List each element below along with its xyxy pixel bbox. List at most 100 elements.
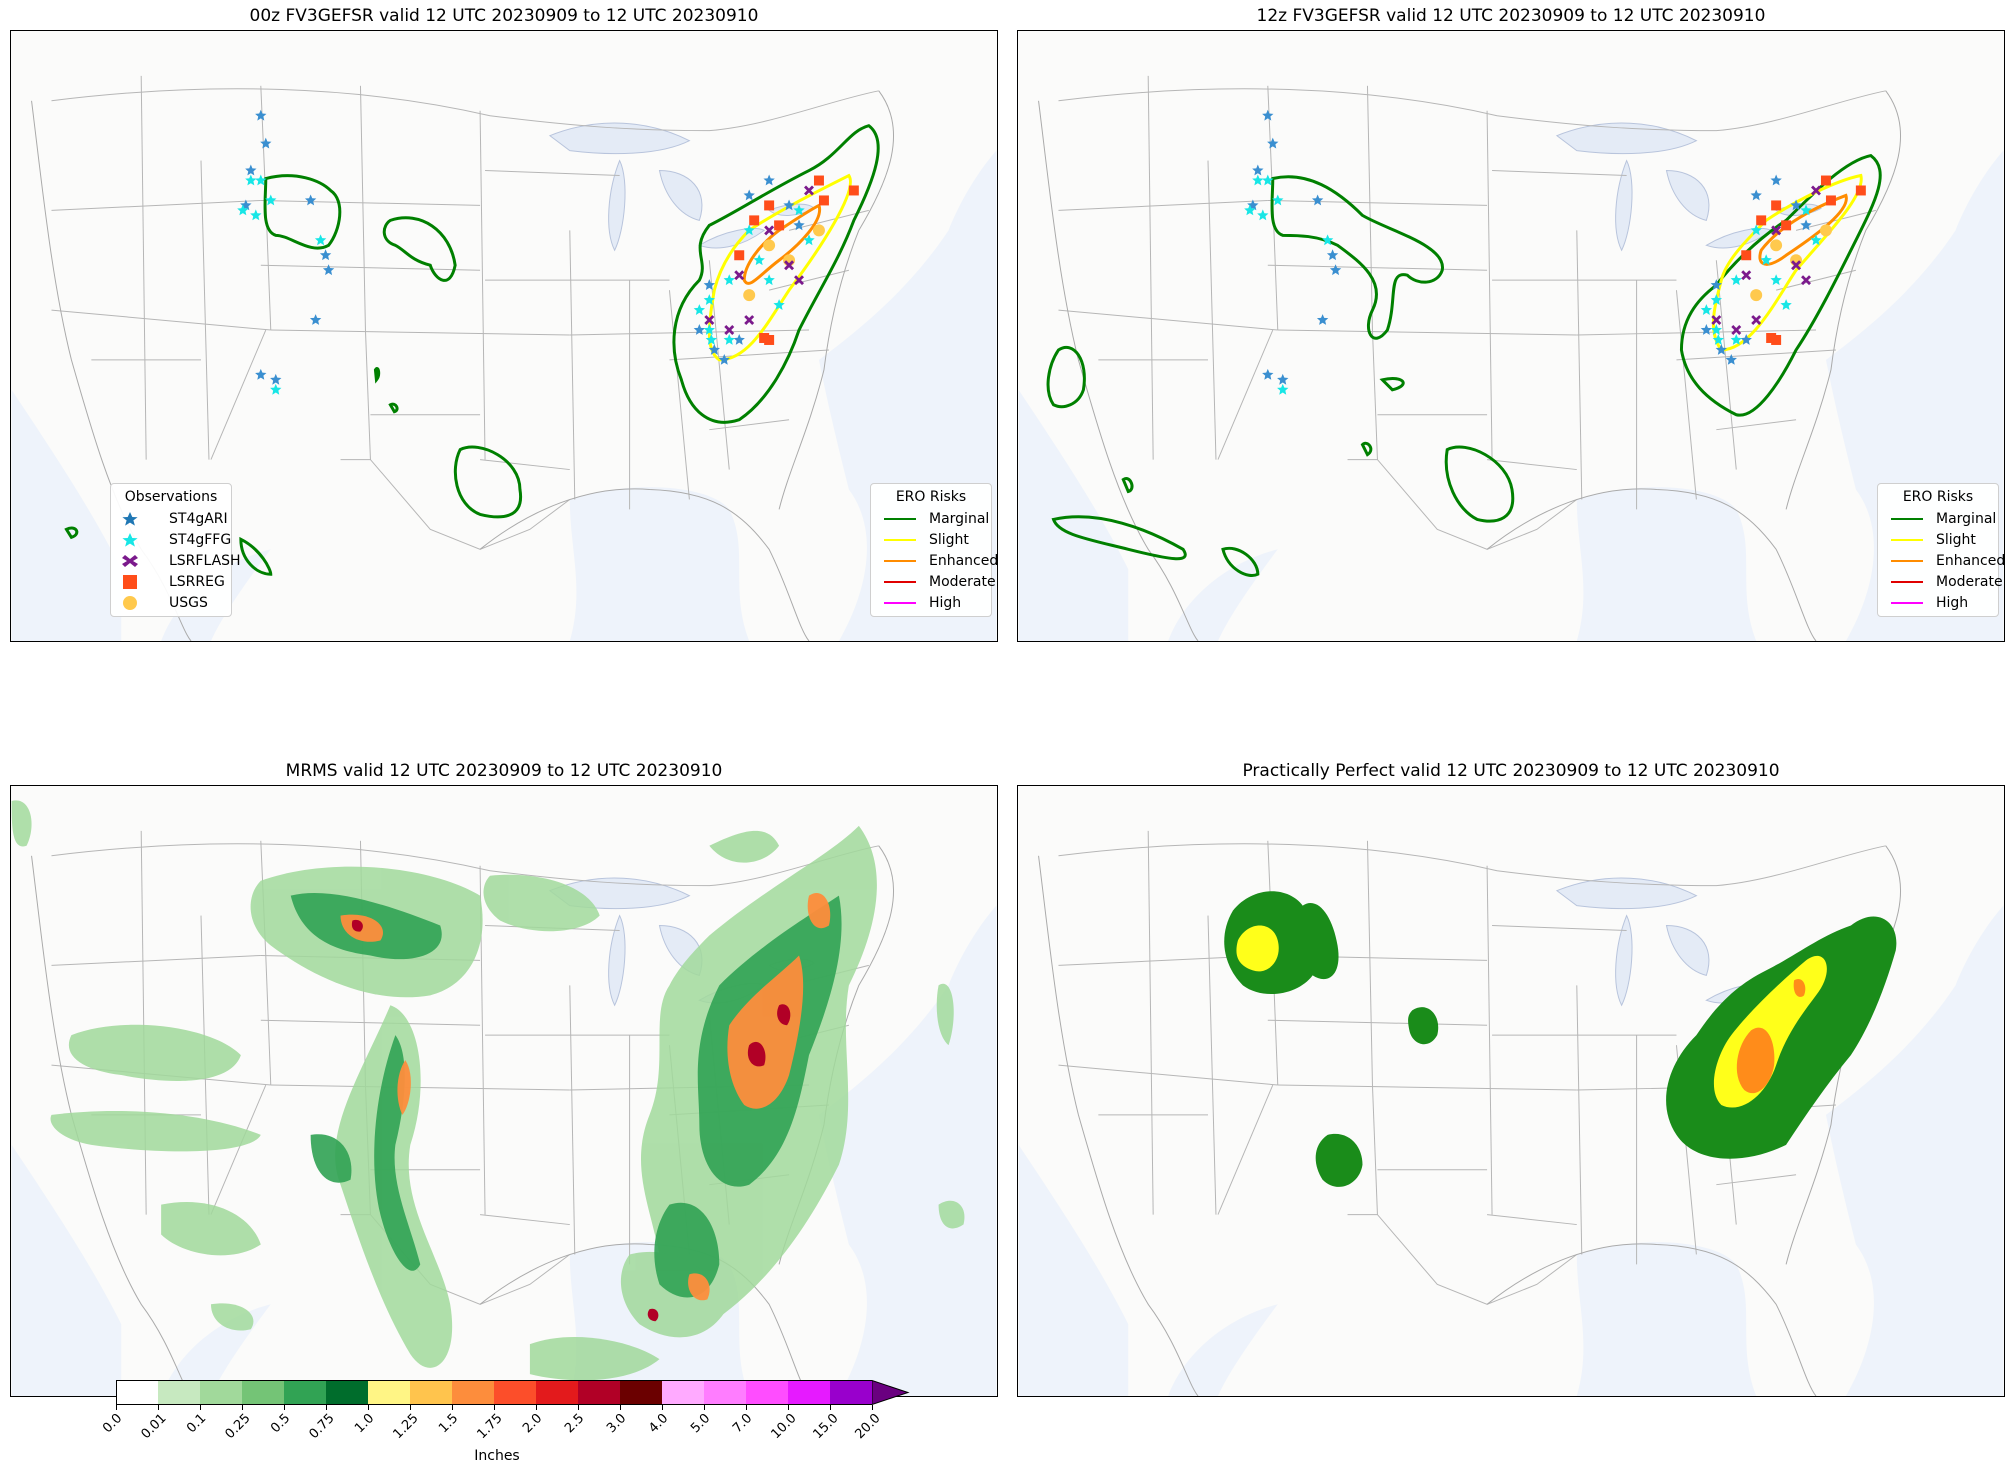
state-border: [51, 843, 491, 872]
gulf-coastline: [479, 488, 810, 641]
square-icon: [1741, 250, 1752, 261]
state-border: [1486, 110, 1493, 460]
state-border: [1147, 75, 1154, 460]
state-border: [1217, 329, 1274, 460]
lake-superior: [1555, 877, 1698, 910]
ero-legend-row: High: [880, 592, 982, 613]
state-border: [1347, 459, 1578, 550]
circle-icon: [1750, 289, 1763, 302]
square-icon: [813, 175, 824, 186]
x-cross-icon: [1811, 185, 1821, 196]
ocean-pacific: [1018, 1144, 1129, 1396]
star-icon: [255, 174, 267, 186]
colorbar-cell: [494, 1380, 536, 1405]
ero-legend-row: Moderate: [880, 571, 996, 592]
state-border: [1267, 199, 1488, 206]
star-icon: [1272, 194, 1284, 206]
star-icon: [245, 174, 257, 186]
colorbar-tickmark: [536, 1405, 537, 1410]
star-icon: [793, 204, 805, 216]
panel-title-tr: 12z FV3GEFSR valid 12 UTC 20230909 to 12…: [1256, 6, 1766, 26]
line-swatch: [1887, 511, 1927, 527]
star-icon: [1700, 324, 1713, 335]
state-border: [359, 85, 366, 331]
x-cross-icon: [784, 260, 795, 271]
ero-legend-row: Moderate: [1887, 571, 2003, 592]
colorbar-tick-label: 0.5: [267, 1411, 294, 1437]
square-icon: [1855, 185, 1866, 196]
state-border: [1371, 330, 1378, 460]
colorbar-tick-label: 7.0: [729, 1411, 756, 1437]
star-icon: [1710, 324, 1723, 335]
line-swatch: [880, 511, 920, 527]
state-border: [1496, 845, 1886, 887]
state-border: [569, 230, 576, 500]
square-icon: [818, 195, 829, 206]
star-icon: [1700, 304, 1713, 315]
circle-icon: [1770, 239, 1783, 252]
star-icon: [1262, 109, 1274, 121]
lake-michigan: [1615, 159, 1633, 252]
ero-legend-tl: ERO Risks Marginal Slight Enhanced Moder…: [870, 483, 998, 617]
star-icon: [314, 234, 327, 246]
ero-legend-title: ERO Risks: [1902, 489, 1974, 505]
colorbar-tick-label: 0.0: [99, 1411, 126, 1437]
colorbar-cell: [620, 1380, 662, 1405]
circle-icon: [120, 595, 160, 611]
x-cross-icon: [1771, 225, 1782, 236]
state-border: [769, 269, 849, 291]
colorbar-tickmark: [788, 1405, 789, 1410]
colorbar-tickmark: [242, 1405, 243, 1410]
practically-perfect-field: [1224, 891, 1897, 1187]
obs-legend-label: USGS: [169, 594, 208, 611]
ero-legend-row: High: [1887, 592, 1989, 613]
obs-legend-row: LSRFLASH: [120, 550, 241, 571]
state-border: [1492, 925, 1627, 932]
star-icon: [763, 174, 775, 186]
star-icon: [693, 324, 706, 335]
square-icon: [764, 200, 775, 211]
obs-legend-row: LSRREG: [120, 571, 225, 592]
star-icon: [1760, 254, 1772, 266]
state-border: [1576, 230, 1583, 500]
ero-overlay-tl: [64, 124, 880, 576]
panel-title-br: Practically Perfect valid 12 UTC 2023090…: [1242, 761, 1780, 781]
x-cross-icon: [794, 275, 805, 286]
square-icon: [1771, 200, 1782, 211]
pp-marginal-areas: [1224, 891, 1897, 1187]
map-panel-br: [1017, 785, 2005, 1397]
square-icon: [759, 333, 770, 343]
state-border: [1347, 1214, 1578, 1305]
gulf-coastline: [1486, 1243, 1817, 1396]
state-border: [140, 830, 147, 1215]
panel-title-bl: MRMS valid 12 UTC 20230909 to 12 UTC 202…: [285, 761, 723, 781]
star-icon: [1725, 353, 1737, 365]
ero-legend-row: Slight: [880, 529, 982, 550]
colorbar-label: Inches: [474, 1448, 520, 1464]
obs-legend-label: ST4gFFG: [169, 531, 232, 548]
circle-icon: [812, 224, 825, 237]
colorbar-tick-label: 5.0: [687, 1411, 714, 1437]
state-border: [1267, 264, 1488, 271]
ero-legend-row: Marginal: [880, 508, 989, 529]
star-icon: [120, 511, 160, 527]
precip-light-areas: [11, 800, 965, 1381]
colorbar-cell: [536, 1380, 578, 1405]
state-border: [480, 1214, 570, 1226]
line-swatch: [1887, 553, 1927, 569]
star-icon: [319, 249, 332, 261]
colorbar-tick-label: 10.0: [768, 1411, 800, 1443]
colorbar-cell: [788, 1380, 830, 1405]
lake-huron: [1665, 170, 1710, 221]
enhanced-contours: [742, 203, 822, 285]
gulf-of-mexico: [569, 487, 750, 641]
star-icon: [1710, 294, 1723, 306]
state-border: [485, 170, 620, 177]
ero-legend-row: Marginal: [1887, 508, 1996, 529]
lake-huron: [658, 170, 703, 221]
colorbar-tick-label: 1.25: [390, 1411, 422, 1443]
colorbar-cell: [158, 1380, 200, 1405]
star-icon: [120, 532, 160, 548]
mrms-precip-field: [11, 800, 965, 1381]
state-border: [668, 290, 690, 500]
